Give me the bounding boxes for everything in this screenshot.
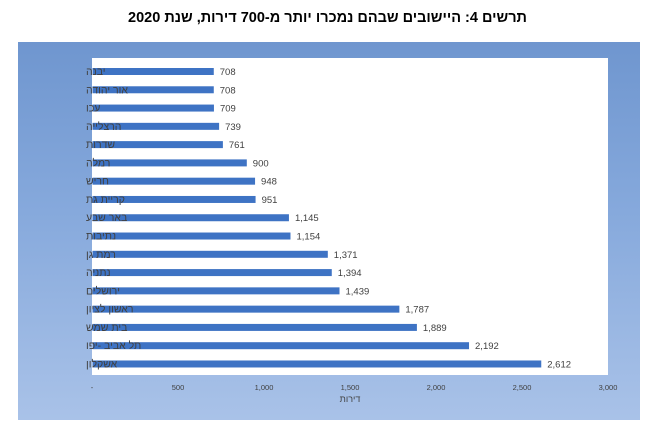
value-label: 708 <box>220 85 236 96</box>
category-labels: יבנה אור יהודה עכו הרצלייה שדרות רמלה חריש קריי… <box>86 66 141 370</box>
x-tick-label: 2,000 <box>427 383 446 392</box>
bar <box>92 195 256 203</box>
value-label: 951 <box>262 195 278 206</box>
value-label: 948 <box>261 177 277 188</box>
value-label: 1,439 <box>346 286 370 297</box>
x-tick-label: 1,000 <box>255 383 274 392</box>
x-axis-ticks: - 500 1,000 1,500 2,000 2,500 3,000 <box>91 383 618 392</box>
bar <box>92 360 542 368</box>
value-label: 1,154 <box>296 232 320 243</box>
bar <box>92 177 256 185</box>
category-label: חריש <box>86 176 109 188</box>
bars-group <box>92 68 542 368</box>
bar <box>92 269 332 277</box>
category-label: תל אביב -יפו <box>86 340 141 352</box>
bar <box>92 342 470 350</box>
value-label: 761 <box>229 140 245 151</box>
bar <box>92 104 214 112</box>
category-label: אשקלון <box>86 358 118 370</box>
x-axis-label: דירות <box>340 394 361 404</box>
x-tick-label: - <box>91 383 94 392</box>
value-label: 708 <box>220 67 236 78</box>
category-label: רמת גן <box>86 249 116 261</box>
value-label: 1,787 <box>405 305 429 316</box>
x-tick-label: 500 <box>172 383 185 392</box>
bar <box>92 86 214 94</box>
category-label: שדרות <box>86 139 115 151</box>
category-label: עכו <box>86 103 100 115</box>
value-labels: 708 708 709 739 761 900 948 951 1,145 1,154 1,371 1… <box>220 67 571 370</box>
value-label: 900 <box>253 158 269 169</box>
category-label: הרצלייה <box>86 121 121 133</box>
x-tick-label: 3,000 <box>599 383 618 392</box>
bar <box>92 68 214 75</box>
category-label: נתניה <box>86 267 111 279</box>
category-label: ירושלים <box>86 285 120 297</box>
x-tick-label: 2,500 <box>513 383 532 392</box>
bar <box>92 232 291 240</box>
bar <box>92 214 289 222</box>
value-label: 2,192 <box>475 341 499 352</box>
bar <box>92 305 400 313</box>
chart-title: תרשים 4: היישובים שבהם נמכרו יותר מ-700 … <box>128 10 527 26</box>
bar <box>92 323 417 331</box>
bar <box>92 287 340 295</box>
category-label: ראשון לציון <box>86 304 134 316</box>
category-label: יבנה <box>86 66 106 78</box>
category-label: אור יהודה <box>86 84 128 96</box>
value-label: 1,889 <box>423 323 447 334</box>
value-label: 1,394 <box>338 268 362 279</box>
bar <box>92 159 247 167</box>
value-label: 709 <box>220 104 236 115</box>
bar <box>92 141 223 149</box>
bar <box>92 250 328 258</box>
category-label: באר שבע <box>86 212 127 224</box>
value-label: 2,612 <box>547 359 571 370</box>
category-label: קריית גת <box>86 194 125 206</box>
x-tick-label: 1,500 <box>341 383 360 392</box>
category-label: רמלה <box>86 157 110 169</box>
value-label: 1,145 <box>295 213 319 224</box>
bar <box>92 122 220 130</box>
category-label: בית שמש <box>86 322 127 334</box>
category-label: נתיבות <box>86 231 116 243</box>
value-label: 1,371 <box>334 250 358 261</box>
value-label: 739 <box>225 122 241 133</box>
